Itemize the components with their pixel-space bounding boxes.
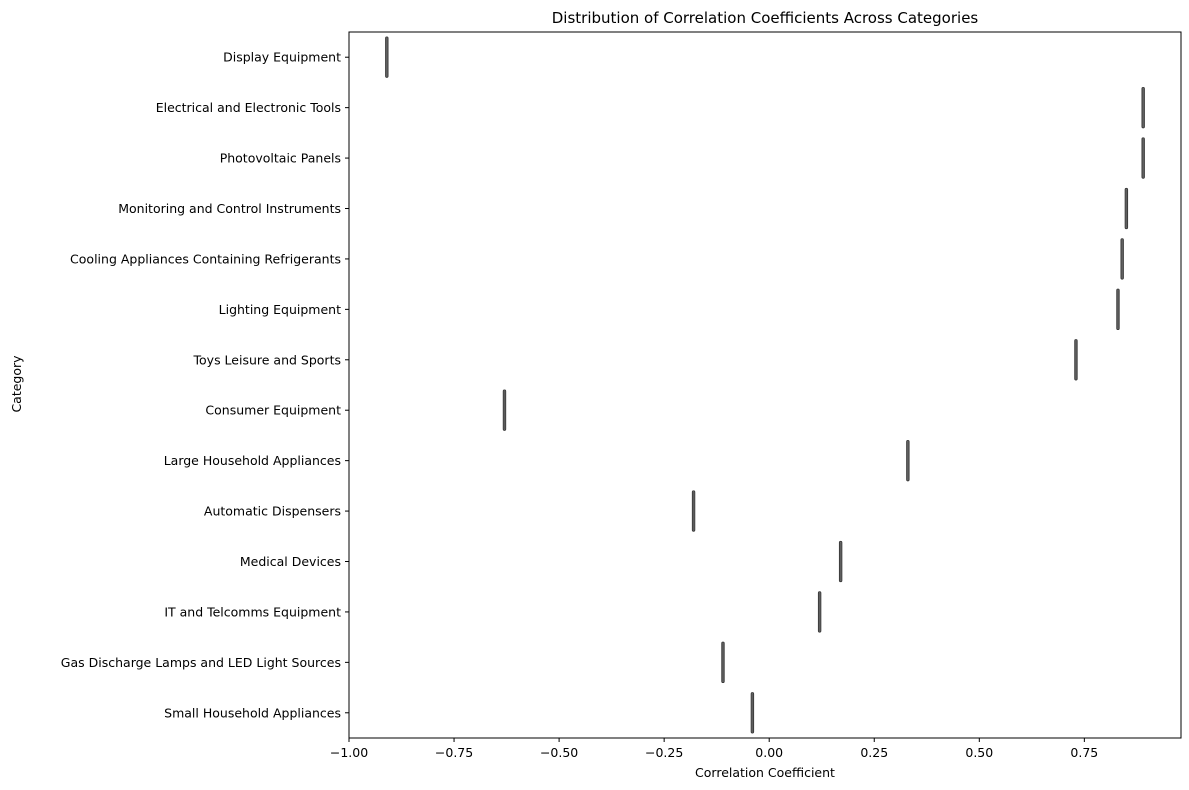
y-tick-label: IT and Telcomms Equipment	[164, 604, 341, 619]
y-tick-label: Cooling Appliances Containing Refrigeran…	[70, 251, 341, 266]
chart-title: Distribution of Correlation Coefficients…	[552, 9, 979, 27]
x-axis: −1.00 −0.75 −0.50 −0.25 0.00 0.25 0.50 0.75	[330, 738, 1098, 760]
y-tick-label: Consumer Equipment	[205, 403, 341, 418]
y-tick-label: Toys Leisure and Sports	[193, 352, 341, 367]
plot-area	[348, 31, 1182, 739]
y-axis-label: Category	[9, 355, 24, 413]
plot-frame	[348, 31, 1182, 739]
x-axis-label: Correlation Coefficient	[695, 765, 835, 780]
x-tick-label: −0.75	[435, 745, 473, 760]
y-tick-label: Lighting Equipment	[219, 302, 341, 317]
y-tick-label: Large Household Appliances	[164, 453, 341, 468]
x-tick-label: −0.50	[540, 745, 578, 760]
x-tick-label: −1.00	[330, 745, 368, 760]
x-tick-label: 0.50	[965, 745, 993, 760]
x-tick-label: −0.25	[645, 745, 683, 760]
y-axis: Display Equipment Electrical and Electron…	[61, 50, 349, 720]
y-tick-label: Medical Devices	[240, 554, 341, 569]
y-tick-label: Electrical and Electronic Tools	[156, 100, 341, 115]
x-tick-label: 0.00	[755, 745, 783, 760]
x-tick-label: 0.25	[860, 745, 888, 760]
y-tick-label: Gas Discharge Lamps and LED Light Source…	[61, 655, 341, 670]
x-tick-label: 0.75	[1070, 745, 1098, 760]
y-tick-label: Photovoltaic Panels	[220, 151, 341, 166]
y-tick-label: Monitoring and Control Instruments	[118, 201, 341, 216]
y-tick-label: Small Household Appliances	[164, 705, 341, 720]
y-tick-label: Automatic Dispensers	[204, 504, 341, 519]
y-tick-label: Display Equipment	[223, 50, 341, 65]
